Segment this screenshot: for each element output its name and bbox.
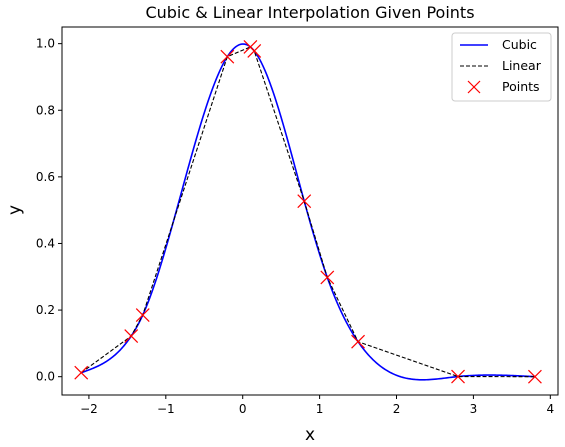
y-axis-label: y bbox=[5, 205, 25, 215]
x-tick-label: −2 bbox=[80, 402, 98, 416]
data-point bbox=[74, 365, 89, 380]
legend-marker-stroke-b bbox=[467, 80, 481, 94]
series-line-linear bbox=[80, 46, 535, 378]
data-point bbox=[351, 334, 365, 349]
data-point-stroke-b bbox=[247, 44, 262, 58]
data-point bbox=[135, 308, 150, 322]
y-tick-label: 1.0 bbox=[36, 37, 55, 51]
data-point bbox=[451, 369, 465, 384]
data-point-stroke-b bbox=[220, 49, 235, 64]
legend-label: Points bbox=[502, 79, 540, 94]
data-point bbox=[124, 329, 139, 343]
y-tick-label: 0.8 bbox=[36, 103, 55, 117]
legend-entry-linear: Linear bbox=[460, 58, 542, 73]
x-tick-label: 2 bbox=[393, 402, 401, 416]
data-point bbox=[320, 270, 335, 285]
data-point-stroke-b bbox=[135, 308, 150, 322]
chart-title: Cubic & Linear Interpolation Given Point… bbox=[145, 3, 474, 22]
plot-frame bbox=[61, 26, 559, 396]
data-point-stroke-b bbox=[528, 369, 542, 384]
x-tick-label: 4 bbox=[546, 402, 554, 416]
data-point bbox=[247, 44, 262, 58]
data-point-stroke-b bbox=[451, 369, 465, 384]
data-point-stroke-b bbox=[351, 334, 365, 349]
y-tick-label: 0.0 bbox=[36, 370, 55, 384]
legend: Cubic Linear Points bbox=[451, 32, 552, 102]
y-tick-label: 0.6 bbox=[36, 170, 55, 184]
y-tick-label: 0.2 bbox=[36, 303, 55, 317]
x-axis-label: x bbox=[305, 425, 315, 445]
x-tick-label: 0 bbox=[239, 402, 247, 416]
legend-entry-cubic: Cubic bbox=[460, 37, 537, 52]
y-tick-label: 0.4 bbox=[36, 236, 55, 250]
x-tick-label: 1 bbox=[316, 402, 324, 416]
data-point-stroke-b bbox=[124, 329, 139, 343]
legend-label: Cubic bbox=[502, 37, 537, 52]
data-point-stroke-b bbox=[297, 194, 312, 209]
data-point bbox=[528, 369, 542, 384]
legend-label: Linear bbox=[502, 58, 542, 73]
data-point bbox=[220, 49, 235, 64]
data-point-stroke-b bbox=[320, 270, 335, 285]
data-point-stroke-b bbox=[74, 365, 89, 380]
plot-area: −2 −1 0 1 2 3 4 0.0 0.2 0.4 0.6 0.8 1.0 bbox=[36, 26, 559, 416]
legend-entry-points: Points bbox=[467, 79, 540, 94]
x-tick-label: −1 bbox=[157, 402, 175, 416]
x-tick-label: 3 bbox=[470, 402, 478, 416]
data-point bbox=[297, 194, 312, 209]
